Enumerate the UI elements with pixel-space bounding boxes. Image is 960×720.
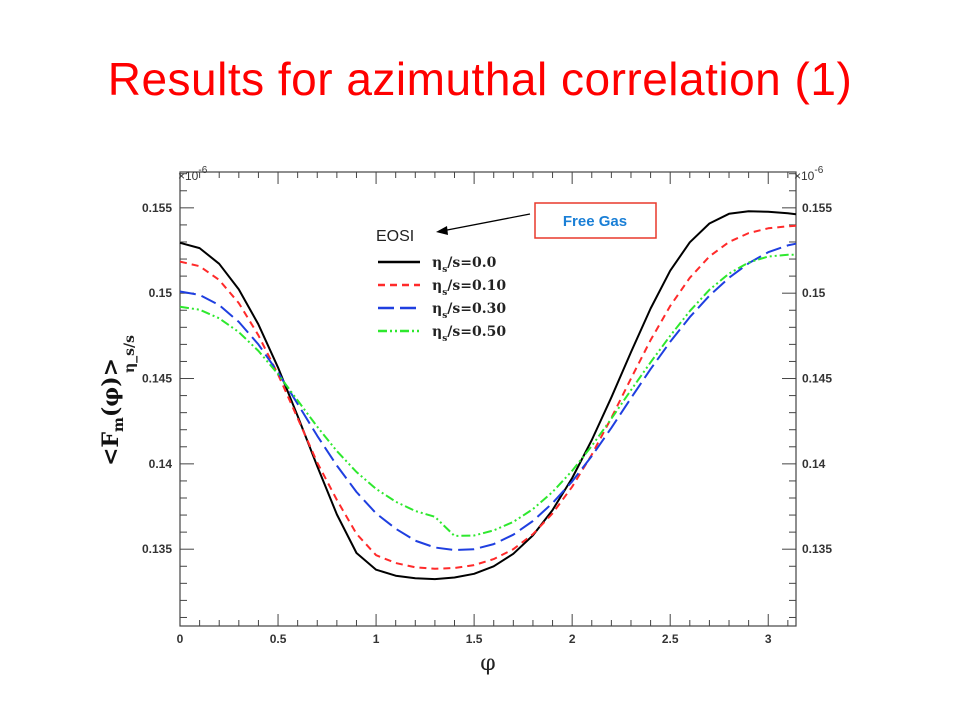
y-tick-label-left: 0.15 <box>149 286 173 300</box>
plot-frame-rect <box>179 171 797 627</box>
plot-frame <box>179 171 797 627</box>
axes: 0 0.5 1 1.5 2 2.5 3 0.135 0.135 0.14 0.14 0.145 0.14… <box>142 165 832 646</box>
y-tick-label-right: 0.15 <box>802 286 826 300</box>
axis-labels: <Fm(φ)>η_s/s φ <box>98 335 496 676</box>
legend-entry-rest: /s=0.30 <box>447 301 506 317</box>
x-tick-label: 1 <box>373 632 380 646</box>
y-tick-label-right: 0.14 <box>802 457 826 471</box>
y-tick-label-left: 0.14 <box>149 457 173 471</box>
legend-entry-0: ηs/s=0.0 <box>432 255 497 275</box>
y-axis-label-subscript: m <box>111 417 127 432</box>
y-tick-label-left: 0.155 <box>142 201 172 215</box>
y-tick-label-right: 0.155 <box>802 201 832 215</box>
legend-entry-rest: /s=0.0 <box>447 255 496 271</box>
annotation-arrow-line <box>441 213 531 232</box>
legend-title: EOSI <box>376 228 414 245</box>
y-scale-label-right: ×10-6 <box>794 165 824 183</box>
legend-entry-symbol: η <box>432 278 442 294</box>
x-tick-label: 2.5 <box>662 632 679 646</box>
y-axis-label-suffix: η_s/s <box>122 335 138 373</box>
legend-entry-symbol: η <box>432 324 442 340</box>
series-line-1 <box>179 224 797 570</box>
legend-entry-symbol: η <box>432 255 442 271</box>
x-tick-label: 3 <box>765 632 772 646</box>
x-tick-label: 2 <box>569 632 576 646</box>
x-axis-label: φ <box>480 651 495 676</box>
annotation-text: Free Gas <box>563 213 627 230</box>
series-line-3 <box>179 253 796 537</box>
x-tick-label: 0.5 <box>270 632 287 646</box>
legend-entry-1: ηs/s=0.10 <box>432 278 506 298</box>
legend-entry-2: ηs/s=0.30 <box>432 301 506 321</box>
legend-entry-subscript: s <box>442 265 447 275</box>
x-tick-label: 0 <box>177 632 184 646</box>
legend-entry-subscript: s <box>442 311 447 321</box>
y-axis-label-main: <F <box>98 432 124 466</box>
y-tick-label-right: 0.135 <box>802 542 832 556</box>
legend-entry-rest: /s=0.50 <box>447 324 506 340</box>
y-scale-label-left-exponent: -6 <box>198 165 207 176</box>
y-tick-label-left: 0.145 <box>142 372 172 386</box>
y-scale-label-right-exponent: -6 <box>814 165 823 176</box>
annotation-box <box>534 202 657 239</box>
y-scale-label-left: ×10-6 <box>178 165 208 183</box>
y-tick-label-left: 0.135 <box>142 542 172 556</box>
annotation-arrow-head <box>436 226 448 235</box>
legend-entry-subscript: s <box>442 334 447 344</box>
y-axis-label: <Fm(φ)> <box>98 358 127 466</box>
legend-entry-rest: /s=0.10 <box>447 278 506 294</box>
legend-entry-symbol: η <box>432 301 442 317</box>
legend-entry-subscript: s <box>442 288 447 298</box>
slide-title: Results for azimuthal correlation (1) <box>107 53 853 105</box>
y-tick-label-right: 0.145 <box>802 372 832 386</box>
x-tick-label: 1.5 <box>466 632 483 646</box>
y-axis-label-rest: (φ)> <box>98 358 124 417</box>
series-lines <box>179 210 797 581</box>
legend-entry-3: ηs/s=0.50 <box>432 324 506 344</box>
annotation: Free Gas <box>436 202 657 239</box>
